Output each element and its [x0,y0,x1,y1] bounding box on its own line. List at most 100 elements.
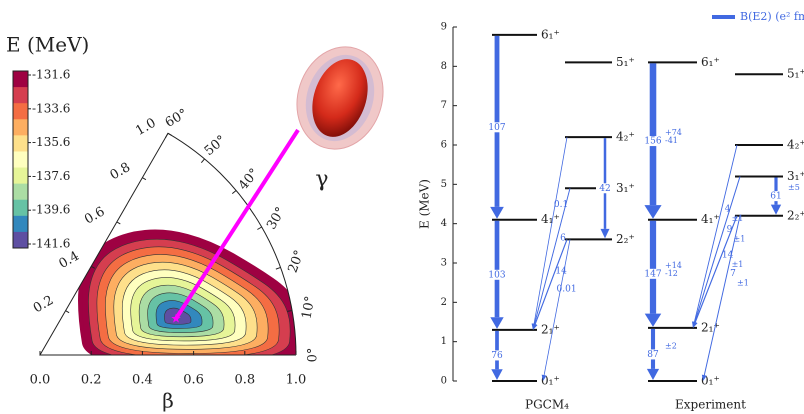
colorbar-swatch [13,183,28,201]
label-bg [488,350,506,361]
gamma-tick [165,133,169,138]
level-label: 3₁⁺ [616,181,635,195]
transition-line [694,215,738,324]
arrow-head [541,374,547,381]
y-axis-label: E (MeV) [418,179,432,229]
level-label: 2₂⁺ [787,208,804,222]
transition-value: 103 [488,270,505,280]
y-tick-label: 9 [441,22,447,33]
level-label: 6₁⁺ [541,27,560,41]
level-label: 6₁⁺ [701,55,720,69]
transition-error: ±1 [732,214,744,223]
arrow-head [491,369,503,380]
label-bg [488,122,506,133]
x-tick-label: 0.2 [81,373,102,388]
level-label: 4₁⁺ [701,212,720,226]
colorbar-tick-label: -141.6 [32,237,70,251]
colorbar-swatch [13,119,28,136]
transition-error: ±2 [665,341,677,350]
level-label: 2₁⁺ [701,320,720,334]
colorbar-swatch [13,215,28,233]
y-tick-label: 0 [441,376,447,387]
level-label: 4₂⁺ [787,138,804,152]
label-bg [644,349,662,360]
transition-value: 4 [725,205,731,215]
minimum-marker [171,313,181,323]
transition-line [533,188,571,326]
colorbar-swatch [13,167,28,185]
arrow-head [701,374,707,381]
level-label: 3₁⁺ [787,169,804,183]
transition-error: ±1 [732,260,744,269]
colorbar-swatch [13,151,28,169]
transition-value: 14 [722,251,734,261]
y-tick-label: 1 [441,336,447,347]
label-bg [488,269,506,280]
transition-value: 9 [727,225,733,235]
r-tick [142,177,147,181]
level-label: 5₁⁺ [787,67,804,81]
legend-label[interactable]: B(E2) (e² fm⁴) [740,10,804,23]
y-tick-label: 2 [441,297,447,308]
scheme-name: Experiment [675,398,746,412]
r-tick-label: 0.8 [108,160,133,183]
transition-error: +74 [665,128,682,137]
x-tick-label: 0.8 [234,373,255,388]
gamma-tick-label: 60° [163,106,190,131]
colorbar-swatch [13,199,28,217]
colorbar-swatch [13,135,28,152]
colorbar-swatch [13,231,28,249]
gamma-tick [231,190,237,195]
level-label: 2₁⁺ [541,322,560,336]
level-label: 2₂⁺ [616,232,635,246]
gamma-tick [287,310,293,312]
colorbar-swatch [13,87,28,104]
transition-value: 0.1 [554,200,568,210]
arrow-head [770,204,782,215]
x-tick-label: 1.0 [286,373,307,388]
r-tick [167,132,172,136]
transition-value: 6 [560,233,566,243]
y-tick-label: 7 [441,100,447,111]
arrow-head [490,317,504,329]
gamma-label: γ [315,167,328,192]
x-tick-label: 0.6 [183,373,204,388]
r-tick-label: 0.4 [56,249,81,272]
transition-line [693,144,738,324]
r-tick-label: 0.6 [82,204,107,227]
level-label: 0₁⁺ [541,374,560,388]
shape-pointer [174,128,300,320]
y-tick-label: 4 [441,218,447,229]
transition-value: 147 [644,269,661,279]
colorbar-tick-label: -137.6 [32,169,70,183]
scheme-name: PGCM₄ [525,398,569,412]
colorbar-tick-label: -139.6 [32,203,70,217]
transition-line [533,137,568,326]
transition-line [693,176,741,324]
transition-error: ±1 [734,234,746,243]
gamma-tick-label: 0° [306,348,321,363]
arrow-head [692,321,698,328]
arrow-head [644,205,662,219]
transition-line [543,239,571,377]
colorbar-tick-label: -133.6 [32,101,70,115]
gamma-tick [275,266,281,270]
label-bg [644,268,662,279]
r-tick [116,221,121,225]
transition-line [703,215,741,377]
transition-error: ±5 [788,183,800,192]
transition-value: 107 [488,123,505,133]
level-label: 4₂⁺ [616,130,635,144]
x-tick-label: 0.4 [132,373,153,388]
arrow-head [644,313,662,327]
r-tick [90,265,95,269]
r-tick [65,310,70,314]
label-bg [644,136,662,147]
y-tick-label: 8 [441,61,447,72]
colorbar-tick-label: -135.6 [32,135,70,149]
label-bg [767,191,785,202]
axis-frame [39,132,297,356]
y-tick-label: 5 [441,179,447,190]
label-bg [596,183,614,194]
